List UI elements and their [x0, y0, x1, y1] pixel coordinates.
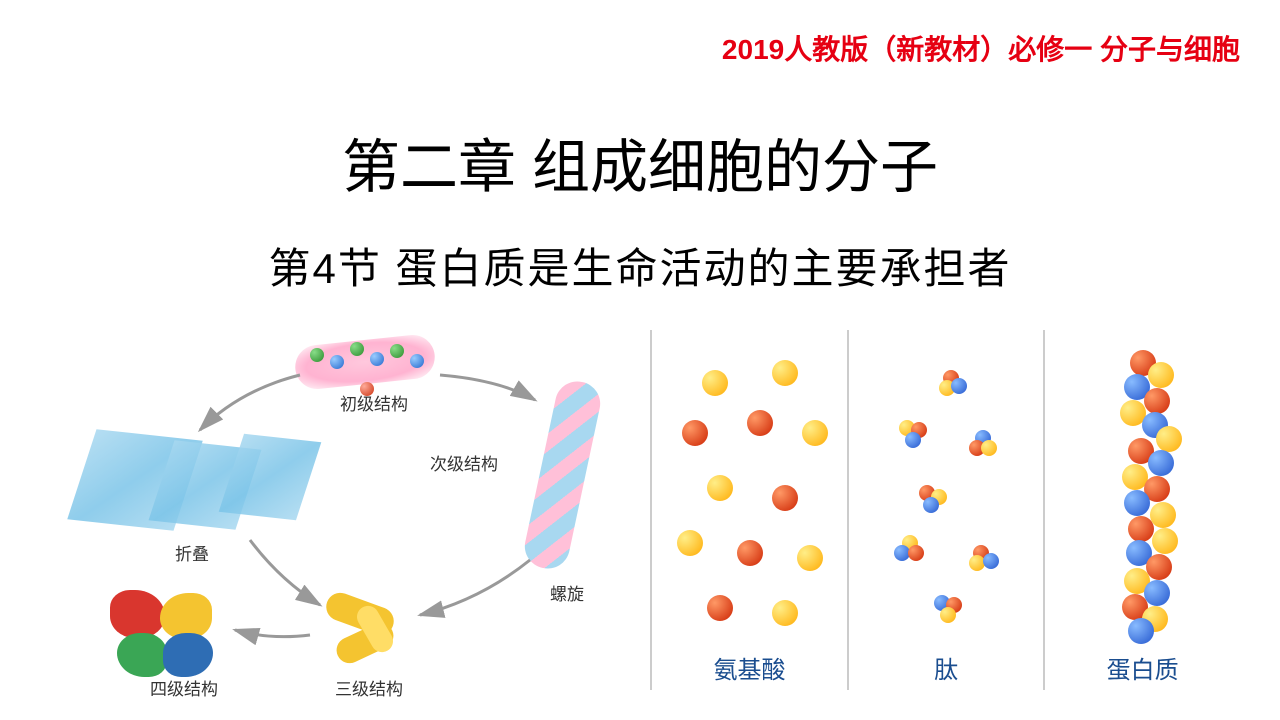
- atom-icon: [370, 352, 384, 366]
- atom-icon: [330, 355, 344, 369]
- alpha-helix: [521, 377, 605, 572]
- sphere-icon: [702, 370, 728, 396]
- sphere-icon: [707, 595, 733, 621]
- sphere-icon: [737, 540, 763, 566]
- fold-label: 折叠: [175, 540, 209, 565]
- peptide-cluster: [969, 545, 997, 573]
- protein-structure-diagram: 初级结构 折叠 次级结构 螺旋 三级结构 四级结构: [60, 330, 630, 690]
- sphere-icon: [677, 530, 703, 556]
- section-subtitle: 第4节 蛋白质是生命活动的主要承担者: [0, 235, 1280, 296]
- sphere-icon: [747, 410, 773, 436]
- sphere-icon: [797, 545, 823, 571]
- peptide-cluster: [894, 535, 922, 563]
- sphere-icon: [772, 360, 798, 386]
- chapter-title: 第二章 组成细胞的分子: [0, 120, 1280, 204]
- protein-chain: [1110, 350, 1185, 640]
- sphere-icon: [682, 420, 708, 446]
- secondary-label: 次级结构: [430, 450, 498, 475]
- tertiary-label: 三级结构: [335, 675, 403, 700]
- primary-label: 初级结构: [340, 390, 408, 415]
- peptide-cluster: [969, 430, 997, 458]
- atom-icon: [350, 342, 364, 356]
- sphere-icon: [772, 485, 798, 511]
- amino-acid-panel: 氨基酸: [652, 330, 849, 690]
- sphere-icon: [802, 420, 828, 446]
- atom-icon: [390, 344, 404, 358]
- atom-icon: [310, 348, 324, 362]
- diagram-area: 初级结构 折叠 次级结构 螺旋 三级结构 四级结构: [60, 330, 1240, 700]
- atom-icon: [410, 354, 424, 368]
- peptide-panel: 肽: [849, 330, 1046, 690]
- textbook-header: 2019人教版（新教材）必修一 分子与细胞: [722, 28, 1240, 68]
- sphere-icon: [772, 600, 798, 626]
- peptide-cluster: [899, 420, 927, 448]
- peptide-cluster: [939, 370, 967, 398]
- quaternary-structure: [105, 585, 225, 685]
- panel-label: 肽: [849, 650, 1044, 685]
- quaternary-label: 四级结构: [150, 675, 218, 700]
- panel-label: 蛋白质: [1045, 650, 1240, 685]
- peptide-cluster: [919, 485, 947, 513]
- peptide-cluster: [934, 595, 962, 623]
- panel-label: 氨基酸: [652, 650, 847, 685]
- sphere-icon: [707, 475, 733, 501]
- helix-label: 螺旋: [550, 580, 584, 605]
- molecule-panels: 氨基酸: [650, 330, 1240, 690]
- protein-panel: 蛋白质: [1045, 330, 1240, 690]
- tertiary-structure: [315, 590, 415, 680]
